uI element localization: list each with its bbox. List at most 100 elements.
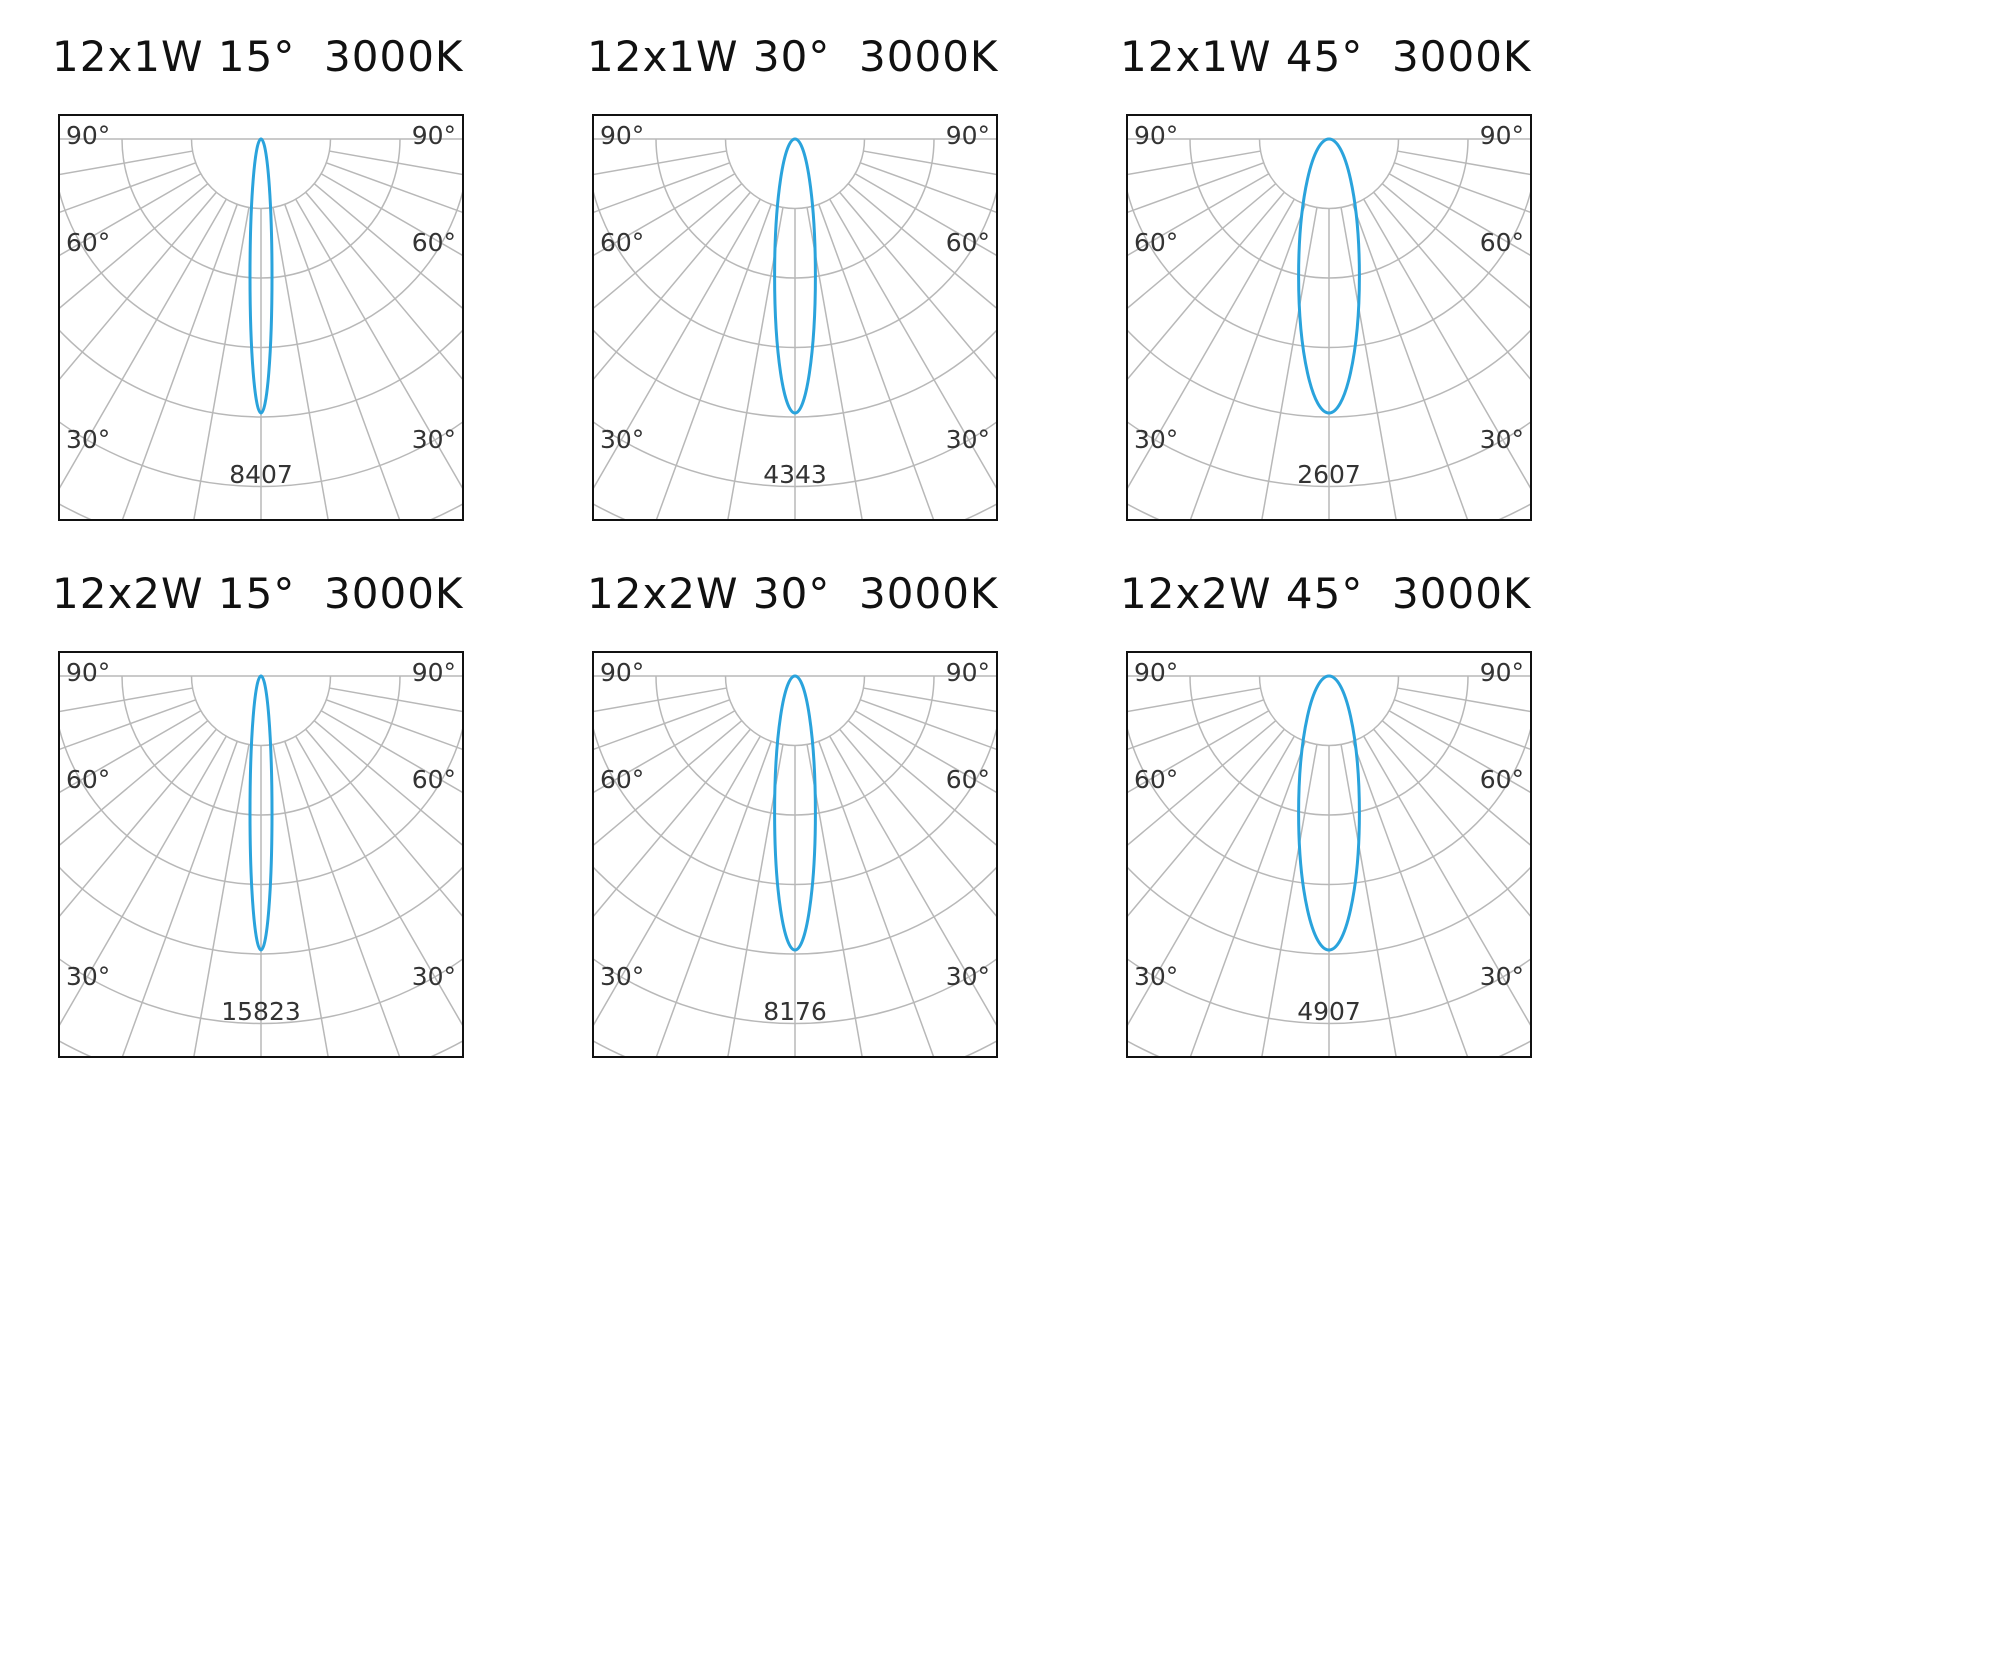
angle-label-30-right: 30° <box>946 962 990 991</box>
grid-line <box>1126 735 1295 1030</box>
angle-label-60-left: 60° <box>1134 228 1178 257</box>
grid-line <box>320 710 464 795</box>
grid-line <box>592 720 743 848</box>
grid-line <box>592 198 761 493</box>
angle-label-30-left: 30° <box>66 962 110 991</box>
grid-line <box>592 173 736 258</box>
grid-line <box>1352 204 1469 521</box>
grid-line <box>1394 162 1532 214</box>
angle-label-60-right: 60° <box>946 765 990 794</box>
grid-line <box>818 204 935 521</box>
angle-label-90-left: 90° <box>1134 658 1178 687</box>
grid-line <box>1126 183 1277 311</box>
grid-line <box>1126 150 1261 176</box>
grid-line <box>1388 710 1532 795</box>
polar-diagram: 90° 90° 60° 60° 30° 30° 4907 <box>1126 651 1532 1058</box>
grid-line <box>1126 198 1295 493</box>
angle-label-60-left: 60° <box>600 765 644 794</box>
angle-label-90-right: 90° <box>412 121 456 150</box>
panel-title: 12x2W 45° 3000K <box>1120 569 1532 618</box>
grid-line <box>313 720 464 848</box>
panel-title: 12x1W 30° 3000K <box>587 32 999 81</box>
angle-label-60-left: 60° <box>66 228 110 257</box>
grid-line <box>58 162 196 214</box>
grid-line <box>58 728 217 920</box>
diagram-frame <box>1126 114 1532 521</box>
beam-curve <box>1297 137 1361 415</box>
grid-line <box>592 191 751 383</box>
grid-line <box>295 198 464 493</box>
grid-line <box>1126 687 1261 713</box>
panel-title: 12x1W 15° 3000K <box>52 32 464 81</box>
grid-line <box>326 699 464 751</box>
grid-line <box>58 687 193 713</box>
polar-grid <box>592 675 998 1058</box>
grid-line <box>329 687 464 713</box>
angle-label-30-right: 30° <box>1480 962 1524 991</box>
beam-curve <box>248 674 274 952</box>
grid-line <box>329 150 464 176</box>
grid-line <box>1381 720 1532 848</box>
angle-label-60-left: 60° <box>600 228 644 257</box>
angle-label-60-right: 60° <box>412 765 456 794</box>
grid-line <box>295 735 464 1030</box>
grid-line <box>272 744 330 1058</box>
grid-line <box>592 162 730 214</box>
grid-line <box>854 710 998 795</box>
grid-line <box>592 735 761 1030</box>
peak-intensity-label: 2607 <box>1297 460 1361 489</box>
grid-line <box>58 150 193 176</box>
polar-diagram: 90° 90° 60° 60° 30° 30° 8176 <box>592 651 998 1058</box>
grid-line <box>1373 728 1532 920</box>
grid-line <box>1388 173 1532 258</box>
angle-label-90-left: 90° <box>600 121 644 150</box>
grid-line <box>806 744 864 1058</box>
grid-line <box>1397 150 1532 176</box>
grid-line <box>305 728 464 920</box>
grid-line <box>860 162 998 214</box>
angle-label-30-left: 30° <box>1134 425 1178 454</box>
angle-label-30-left: 30° <box>1134 962 1178 991</box>
peak-intensity-label: 4343 <box>763 460 827 489</box>
angle-label-60-left: 60° <box>66 765 110 794</box>
polar-diagram: 90° 90° 60° 60° 30° 30° 2607 <box>1126 114 1532 521</box>
grid-line <box>1363 735 1532 1030</box>
polar-grid <box>592 138 998 521</box>
grid-line <box>829 198 998 493</box>
angle-label-90-right: 90° <box>946 121 990 150</box>
angle-label-90-right: 90° <box>1480 658 1524 687</box>
grid-line <box>726 207 784 521</box>
angle-label-30-left: 30° <box>600 425 644 454</box>
grid-line <box>655 741 772 1058</box>
grid-line <box>1397 687 1532 713</box>
angle-label-60-right: 60° <box>1480 228 1524 257</box>
angle-label-60-right: 60° <box>412 228 456 257</box>
grid-line <box>854 173 998 258</box>
grid-line <box>1260 744 1318 1058</box>
angle-label-90-left: 90° <box>66 121 110 150</box>
angle-label-90-right: 90° <box>946 658 990 687</box>
grid-line <box>58 183 209 311</box>
grid-line <box>1340 744 1398 1058</box>
grid-line <box>1381 183 1532 311</box>
diagram-frame <box>1126 651 1532 1058</box>
angle-label-30-right: 30° <box>412 425 456 454</box>
panel-title: 12x1W 45° 3000K <box>1120 32 1532 81</box>
grid-line <box>305 191 464 383</box>
grid-line <box>192 744 250 1058</box>
grid-line <box>1126 699 1264 751</box>
grid-line <box>1352 741 1469 1058</box>
grid-line <box>1189 741 1306 1058</box>
grid-line <box>284 204 401 521</box>
peak-intensity-label: 15823 <box>221 997 301 1026</box>
grid-line <box>58 191 217 383</box>
grid-line <box>839 728 998 920</box>
diagram-frame <box>58 651 464 1058</box>
angle-label-90-left: 90° <box>600 658 644 687</box>
grid-line <box>58 720 209 848</box>
grid-line <box>592 699 730 751</box>
grid-line <box>592 710 736 795</box>
peak-intensity-label: 4907 <box>1297 997 1361 1026</box>
grid-line <box>121 741 238 1058</box>
grid-line <box>1394 699 1532 751</box>
